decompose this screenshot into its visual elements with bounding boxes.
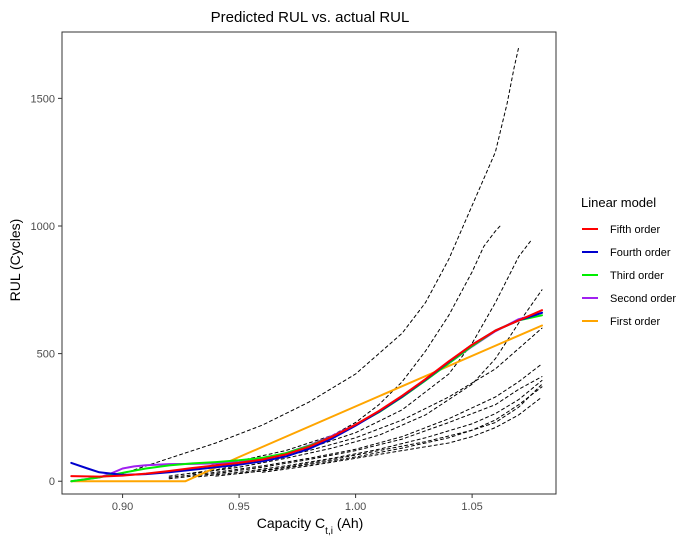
chart-title: Predicted RUL vs. actual RUL bbox=[211, 9, 410, 26]
x-tick-label: 0.90 bbox=[112, 501, 133, 513]
legend: Linear model Fifth order Fourth order Thir… bbox=[581, 195, 676, 328]
y-tick-label: 1500 bbox=[31, 93, 55, 105]
y-tick-label: 0 bbox=[49, 476, 55, 488]
legend-label-third-order: Third order bbox=[610, 270, 664, 282]
actual-rul-line bbox=[192, 379, 543, 478]
actual-rul-line bbox=[261, 396, 543, 473]
x-tick-label: 1.05 bbox=[461, 501, 482, 513]
actual-rul-line bbox=[215, 383, 543, 477]
actual-rul-line bbox=[168, 363, 543, 478]
series-line-first-order bbox=[70, 324, 543, 483]
actual-rul-line bbox=[192, 225, 501, 469]
plot-area bbox=[61, 31, 557, 495]
actual-rul-line bbox=[168, 327, 543, 477]
legend-label-fourth-order: Fourth order bbox=[610, 247, 671, 259]
legend-label-second-order: Second order bbox=[610, 293, 676, 305]
x-axis-title: Capacity Ct,i (Ah) bbox=[257, 515, 364, 537]
legend-label-first-order: First order bbox=[610, 316, 660, 328]
y-axis-title: RUL (Cycles) bbox=[7, 219, 23, 302]
x-tick-label: 1.00 bbox=[345, 501, 366, 513]
series-line-fifth-order bbox=[70, 309, 543, 478]
actual-rul-line bbox=[122, 46, 520, 475]
actual-rul-line bbox=[215, 240, 531, 467]
y-tick-label: 500 bbox=[37, 349, 55, 361]
series-layer bbox=[70, 46, 543, 483]
x-tick-label: 0.95 bbox=[228, 501, 249, 513]
y-tick-label: 1000 bbox=[31, 221, 55, 233]
legend-title: Linear model bbox=[581, 195, 656, 210]
legend-label-fifth-order: Fifth order bbox=[610, 224, 660, 236]
y-axis: 0 500 1000 1500 bbox=[31, 93, 62, 488]
actual-rul-line bbox=[238, 386, 543, 475]
actual-rul-line bbox=[192, 289, 543, 475]
actual-rul-line bbox=[168, 376, 543, 480]
x-axis: 0.90 0.95 1.00 1.05 bbox=[112, 494, 483, 513]
plot-panel-border bbox=[61, 31, 557, 495]
